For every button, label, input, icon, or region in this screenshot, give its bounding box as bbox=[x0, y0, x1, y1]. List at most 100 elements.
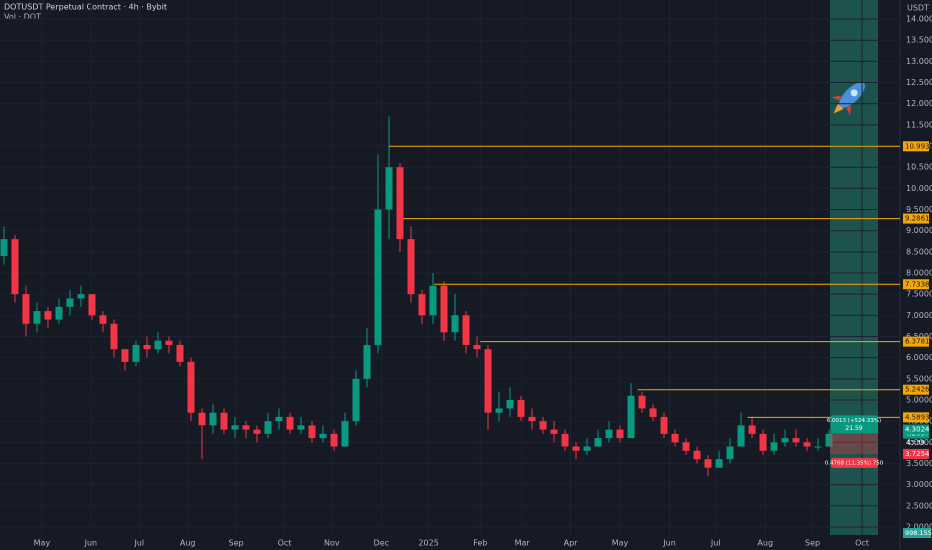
price-label: 3.7254 bbox=[905, 450, 930, 458]
x-tick-label: May bbox=[34, 539, 51, 548]
candle-body bbox=[814, 446, 822, 448]
measure-up-label: 6.0013 (+524.33%) bbox=[827, 418, 881, 424]
candle-body bbox=[220, 412, 228, 430]
level-label: 9.2861 bbox=[905, 215, 930, 223]
x-tick-label: Sep bbox=[805, 539, 820, 548]
candle-body bbox=[385, 167, 393, 210]
candle-body bbox=[693, 450, 701, 460]
y-tick-label: 11.5000 bbox=[906, 120, 932, 129]
candle-body bbox=[242, 425, 250, 430]
y-tick-label: 13.5000 bbox=[906, 36, 932, 45]
candle-body bbox=[209, 412, 217, 426]
candle-body bbox=[11, 239, 19, 295]
candle-body bbox=[737, 425, 745, 447]
candle-body bbox=[363, 344, 371, 379]
x-tick-label: Sep bbox=[229, 539, 244, 548]
x-tick-label: Aug bbox=[180, 539, 196, 548]
y-tick-label: 9.0000 bbox=[906, 226, 932, 235]
x-tick-label: Aug bbox=[757, 539, 773, 548]
candle-body bbox=[132, 344, 140, 362]
candle-body bbox=[440, 285, 448, 333]
x-tick-label: Jun bbox=[84, 539, 98, 548]
candle-body bbox=[330, 433, 338, 447]
x-tick-label: Oct bbox=[855, 539, 869, 548]
y-tick-label: 14.0000 bbox=[906, 15, 932, 24]
measure-down-label: 0.4768 (11.35%) 750 bbox=[825, 460, 884, 466]
candle-body bbox=[561, 433, 569, 447]
candle-body bbox=[55, 306, 63, 320]
y-tick-label: 9.5000 bbox=[906, 205, 932, 214]
candle-body bbox=[495, 408, 503, 413]
candle-body bbox=[33, 311, 41, 324]
candle-body bbox=[726, 446, 734, 460]
candle-body bbox=[462, 315, 470, 345]
y-tick-label: 5.5000 bbox=[906, 374, 932, 383]
candle-body bbox=[682, 442, 690, 451]
candle-body bbox=[77, 294, 85, 299]
y-tick-label: 6.5000 bbox=[906, 332, 932, 341]
candle-body bbox=[770, 442, 778, 451]
y-tick-label: 10.5000 bbox=[906, 163, 932, 172]
candle-body bbox=[297, 425, 305, 430]
measure-down-box bbox=[831, 457, 878, 468]
candle-body bbox=[352, 378, 360, 422]
level-label: 10.9936 bbox=[905, 142, 932, 150]
candle-body bbox=[627, 395, 635, 439]
x-tick-label: Oct bbox=[278, 539, 292, 548]
measure-up-bars: 21.59 bbox=[845, 425, 862, 432]
level-tag bbox=[903, 412, 929, 423]
candle-body bbox=[154, 340, 162, 350]
y-tick-label: 3.0000 bbox=[906, 480, 932, 489]
y-tick-label: 3.5000 bbox=[906, 459, 932, 468]
candle-body bbox=[638, 395, 646, 409]
candle-body bbox=[660, 416, 668, 434]
candle-body bbox=[121, 349, 129, 362]
y-tick-label: 2.0000 bbox=[906, 522, 932, 531]
y-tick-label: 4.0000 bbox=[906, 438, 932, 447]
x-tick-label: Jun bbox=[662, 539, 676, 548]
y-tick-label: 10.0000 bbox=[906, 184, 932, 193]
candle-body bbox=[319, 433, 327, 439]
candle-body bbox=[781, 438, 789, 443]
candle-body bbox=[176, 344, 184, 362]
y-tick-label: 13.0000 bbox=[906, 57, 932, 66]
candle-body bbox=[583, 446, 591, 451]
measure-up-box bbox=[831, 415, 878, 434]
candle-body bbox=[143, 344, 151, 350]
candle-body bbox=[264, 421, 272, 434]
level-label: 6.3781 bbox=[905, 338, 930, 346]
candle-body bbox=[396, 167, 404, 240]
x-tick-label: 2025 bbox=[418, 539, 438, 548]
candle-body bbox=[253, 429, 261, 434]
x-tick-label: May bbox=[612, 539, 629, 548]
candle-body bbox=[704, 459, 712, 468]
price-tag bbox=[903, 448, 929, 459]
candle-body bbox=[528, 416, 536, 422]
candle-body bbox=[594, 438, 602, 447]
candle-body bbox=[473, 344, 481, 350]
candle-body bbox=[759, 433, 767, 451]
x-tick-label: Apr bbox=[564, 539, 579, 548]
level-label: 5.2426 bbox=[905, 386, 930, 394]
plot bbox=[0, 0, 900, 535]
y-tick-label: 12.0000 bbox=[906, 99, 932, 108]
y-tick-label: 7.0000 bbox=[906, 311, 932, 320]
candle-body bbox=[748, 425, 756, 434]
measure-down-zone bbox=[830, 433, 878, 454]
candle-body bbox=[605, 429, 613, 439]
candle-body bbox=[539, 421, 547, 430]
candle-body bbox=[803, 442, 811, 447]
volume-tag bbox=[903, 528, 931, 538]
x-tick-label: Nov bbox=[324, 539, 340, 548]
level-label: 4.5893 bbox=[905, 413, 930, 421]
candle-body bbox=[88, 294, 96, 316]
candle-body bbox=[165, 340, 173, 345]
countdown: 43:39 bbox=[906, 439, 925, 447]
candle-body bbox=[44, 311, 52, 320]
y-tick-label: 5.0000 bbox=[906, 395, 932, 404]
candle-body bbox=[110, 323, 118, 350]
candle-body bbox=[341, 421, 349, 447]
level-label: 7.7338 bbox=[905, 280, 930, 288]
